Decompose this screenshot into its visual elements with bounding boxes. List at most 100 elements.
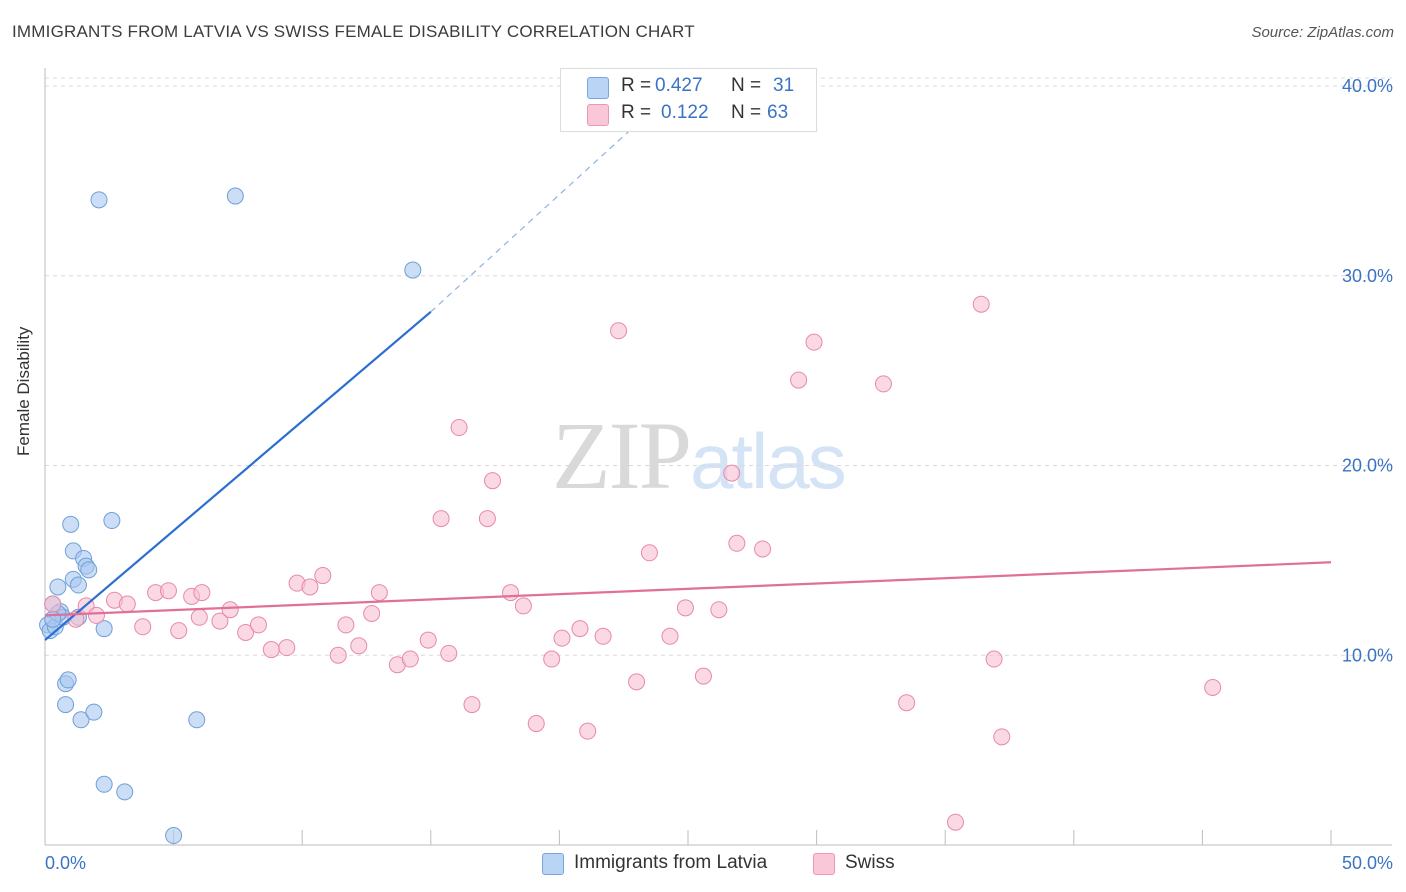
latvia-point xyxy=(59,671,77,689)
swiss-point xyxy=(543,650,561,668)
swiss-point xyxy=(370,584,388,602)
bottom-legend-label-swiss: Swiss xyxy=(845,852,895,873)
swiss-point xyxy=(972,295,990,313)
latvia-point xyxy=(188,711,206,729)
swiss-point xyxy=(463,696,481,714)
swiss-point xyxy=(710,601,728,619)
swiss-point xyxy=(350,637,368,655)
swiss-point xyxy=(329,646,347,664)
swiss-point xyxy=(401,650,419,668)
legend-r-label: R = xyxy=(621,75,652,96)
swiss-point xyxy=(419,631,437,649)
swiss-point xyxy=(790,371,808,389)
latvia-point xyxy=(404,261,422,279)
swiss-point xyxy=(478,510,496,528)
y-axis-label: Female Disability xyxy=(14,326,33,456)
swiss-point xyxy=(728,534,746,552)
latvia-point xyxy=(49,578,67,596)
source-label: Source: ZipAtlas.com xyxy=(1251,24,1394,41)
swiss-point xyxy=(874,375,892,393)
swiss-point xyxy=(87,606,105,624)
swiss-point xyxy=(898,694,916,712)
swiss-point xyxy=(985,650,1003,668)
swiss-point xyxy=(502,584,520,602)
latvia-point xyxy=(72,711,90,729)
x-tick-label: 0.0% xyxy=(45,853,86,873)
swiss-point xyxy=(221,601,239,619)
swiss-point xyxy=(44,595,62,613)
swiss-point xyxy=(211,612,229,630)
swiss-point xyxy=(237,623,255,641)
swiss-point xyxy=(993,728,1011,746)
latvia-trend-line xyxy=(44,310,432,641)
y-tick-label: 40.0% xyxy=(1342,76,1393,96)
swiss-point xyxy=(159,582,177,600)
swiss-point xyxy=(694,667,712,685)
latvia-point xyxy=(62,515,80,533)
swiss-point xyxy=(661,627,679,645)
y-tick-label: 30.0% xyxy=(1342,266,1393,286)
swiss-point xyxy=(946,813,964,831)
latvia-point xyxy=(44,610,62,628)
swiss-point xyxy=(676,599,694,617)
y-tick-label: 20.0% xyxy=(1342,456,1393,476)
latvia-point xyxy=(85,703,103,721)
bottom-legend-swatch-swiss xyxy=(813,853,835,875)
latvia-point xyxy=(165,827,183,845)
swiss-point xyxy=(723,464,741,482)
watermark-zip: ZIP xyxy=(552,402,692,509)
swiss-point xyxy=(170,622,188,640)
bottom-legend-label-latvia: Immigrants from Latvia xyxy=(574,852,768,873)
swiss-point xyxy=(640,544,658,562)
swiss-point xyxy=(610,322,628,340)
swiss-point xyxy=(363,605,381,623)
swiss-point xyxy=(571,620,589,638)
legend-n-label: N = xyxy=(731,75,762,96)
legend-n-value: 31 xyxy=(773,75,795,96)
latvia-point xyxy=(95,775,113,793)
swiss-point xyxy=(337,616,355,634)
latvia-point xyxy=(116,783,134,801)
legend-r-label: R = xyxy=(621,102,652,123)
latvia-point xyxy=(57,696,75,714)
swiss-point xyxy=(553,629,571,647)
latvia-point xyxy=(103,512,121,530)
latvia-point xyxy=(90,191,108,209)
legend-n-value: 63 xyxy=(767,102,789,123)
swiss-point xyxy=(118,595,136,613)
swiss-point xyxy=(314,567,332,585)
latvia-point xyxy=(69,576,87,594)
swiss-point xyxy=(249,616,267,634)
swiss-point xyxy=(514,597,532,615)
swiss-point xyxy=(450,419,468,437)
swiss-point xyxy=(594,627,612,645)
swiss-point xyxy=(1204,679,1222,697)
swiss-point xyxy=(432,510,450,528)
swiss-point xyxy=(262,641,280,659)
legend-swatch-latvia xyxy=(587,77,609,99)
swiss-point xyxy=(579,722,597,740)
swiss-point xyxy=(301,578,319,596)
bottom-legend-swatch-latvia xyxy=(542,853,564,875)
swiss-trend-line xyxy=(44,561,1332,617)
legend: R = 0.427 N = 31 R = 0.122 N = 63 xyxy=(560,68,817,132)
swiss-point xyxy=(440,644,458,662)
latvia-trend-extension xyxy=(430,112,650,313)
swiss-point xyxy=(805,333,823,351)
chart-title: IMMIGRANTS FROM LATVIA VS SWISS FEMALE D… xyxy=(12,22,695,41)
watermark: ZIPatlas xyxy=(552,400,847,511)
swiss-point xyxy=(754,540,772,558)
y-tick-label: 10.0% xyxy=(1342,645,1393,665)
swiss-point xyxy=(190,608,208,626)
x-tick-label: 50.0% xyxy=(1342,853,1393,873)
swiss-point xyxy=(527,715,545,733)
watermark-atlas: atlas xyxy=(690,417,847,505)
legend-swatch-swiss xyxy=(587,104,609,126)
legend-n-label: N = xyxy=(731,102,762,123)
swiss-point xyxy=(278,639,296,657)
swiss-point xyxy=(628,673,646,691)
legend-r-value: 0.427 xyxy=(655,75,703,96)
latvia-point xyxy=(226,187,244,205)
latvia-point xyxy=(80,561,98,579)
